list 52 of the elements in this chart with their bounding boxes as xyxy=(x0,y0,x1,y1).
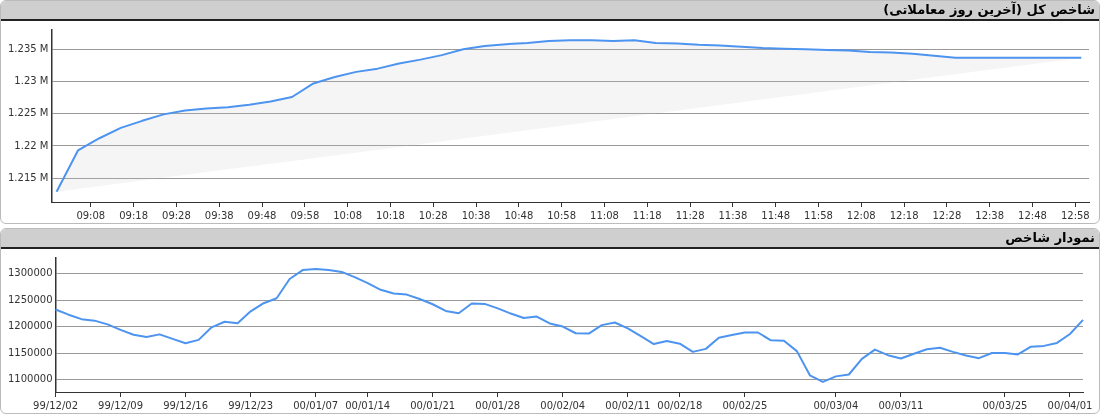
x-tick-label: 10:38 xyxy=(461,209,491,221)
x-tick-label: 12:08 xyxy=(846,209,876,221)
x-tick-label: 00/03/25 xyxy=(982,399,1028,411)
x-tick-label: 00/01/28 xyxy=(475,399,521,411)
x-tick-label: 11:08 xyxy=(590,209,619,221)
x-tick-label: 99/12/02 xyxy=(33,399,78,411)
chart-title: نمودار شاخص xyxy=(1,229,1099,249)
x-tick-label: 09:28 xyxy=(162,209,191,221)
x-tick-label: 00/02/11 xyxy=(605,399,651,411)
x-tick-label: 99/12/09 xyxy=(98,399,144,411)
x-tick-label: 10:58 xyxy=(547,209,577,221)
y-tick-label: 1250000 xyxy=(7,293,53,305)
y-tick-label: 1.215 M xyxy=(8,171,49,183)
x-tick-label: 10:28 xyxy=(418,209,448,221)
y-tick-label: 1.225 M xyxy=(8,107,49,119)
x-tick-label: 11:58 xyxy=(804,209,833,221)
x-tick-label: 09:18 xyxy=(119,209,149,221)
x-tick-label: 00/04/01 xyxy=(1047,399,1093,411)
x-tick-label: 00/02/18 xyxy=(657,399,703,411)
x-tick-label: 10:08 xyxy=(333,209,363,221)
chart-title: شاخص کل (آخرین روز معاملاتی) xyxy=(1,1,1099,21)
x-tick-label: 00/03/11 xyxy=(878,399,924,411)
x-tick-label: 12:18 xyxy=(889,209,919,221)
x-tick-label: 12:28 xyxy=(932,209,962,221)
x-tick-label: 00/01/21 xyxy=(410,399,456,411)
x-tick-label: 99/12/16 xyxy=(163,399,209,411)
x-tick-label: 00/01/14 xyxy=(345,399,391,411)
y-tick-label: 1300000 xyxy=(7,267,53,279)
x-tick-label: 10:48 xyxy=(504,209,534,221)
x-tick-label: 99/12/23 xyxy=(228,399,274,411)
x-tick-label: 09:48 xyxy=(247,209,277,221)
x-tick-label: 09:58 xyxy=(290,209,320,221)
x-tick-label: 10:18 xyxy=(376,209,405,221)
y-tick-label: 1200000 xyxy=(7,320,53,332)
x-tick-label: 11:48 xyxy=(761,209,791,221)
x-tick-label: 11:28 xyxy=(675,209,705,221)
x-tick-label: 12:48 xyxy=(1018,209,1047,221)
x-tick-label: 11:18 xyxy=(632,209,662,221)
x-tick-label: 00/01/07 xyxy=(293,399,339,411)
x-tick-label: 00/03/04 xyxy=(813,399,859,411)
y-tick-label: 1.22 M xyxy=(14,139,49,151)
y-tick-label: 1.235 M xyxy=(8,42,49,54)
y-tick-label: 1100000 xyxy=(7,373,53,385)
x-tick-label: 00/02/04 xyxy=(540,399,586,411)
x-tick-label: 11:38 xyxy=(718,209,748,221)
x-tick-label: 12:38 xyxy=(975,209,1005,221)
y-tick-label: 1.23 M xyxy=(14,75,49,87)
x-tick-label: 09:08 xyxy=(76,209,106,221)
x-tick-label: 12:58 xyxy=(1060,209,1090,221)
x-tick-label: 09:38 xyxy=(204,209,234,221)
x-tick-label: 00/02/25 xyxy=(722,399,768,411)
y-tick-label: 1150000 xyxy=(7,346,53,358)
